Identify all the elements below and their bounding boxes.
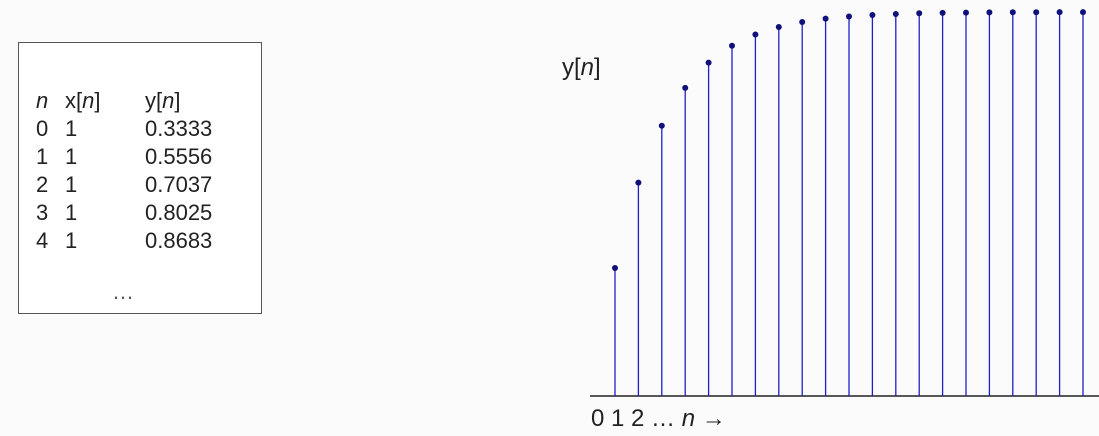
stem-marker — [799, 18, 806, 25]
y-axis-label: y[n] — [562, 54, 601, 81]
stem-marker — [635, 179, 642, 186]
stem-marker — [846, 13, 852, 20]
table-ellipsis: … — [112, 279, 136, 304]
stem-marker — [939, 9, 946, 16]
stem-marker — [682, 84, 689, 91]
stem-marker — [752, 31, 759, 38]
stem-marker — [1080, 9, 1086, 16]
header-y: y[n] — [145, 88, 181, 113]
stem-marker — [729, 42, 735, 49]
stem-marker — [775, 23, 782, 30]
stem-marker — [822, 15, 829, 22]
stem-marker — [963, 9, 969, 16]
header-x: x[n] — [65, 88, 101, 113]
stem-marker — [1056, 9, 1063, 16]
stem-marker — [705, 59, 712, 66]
stem-marker — [869, 11, 876, 18]
data-table: n x[n] y[n] 0 1 0.3333 1 1 0.5556 2 1 0.7037 3… — [18, 42, 262, 314]
header-n: n — [36, 88, 49, 113]
stem-marker — [1033, 9, 1040, 16]
stem-marker — [1009, 9, 1016, 16]
stem-marker — [658, 122, 665, 129]
stem-marker — [916, 10, 923, 17]
x-axis-label: 0 1 2 … n → — [591, 405, 726, 432]
stem-marker — [612, 265, 618, 272]
stem-marker — [986, 9, 993, 16]
stem-marker — [892, 10, 899, 17]
